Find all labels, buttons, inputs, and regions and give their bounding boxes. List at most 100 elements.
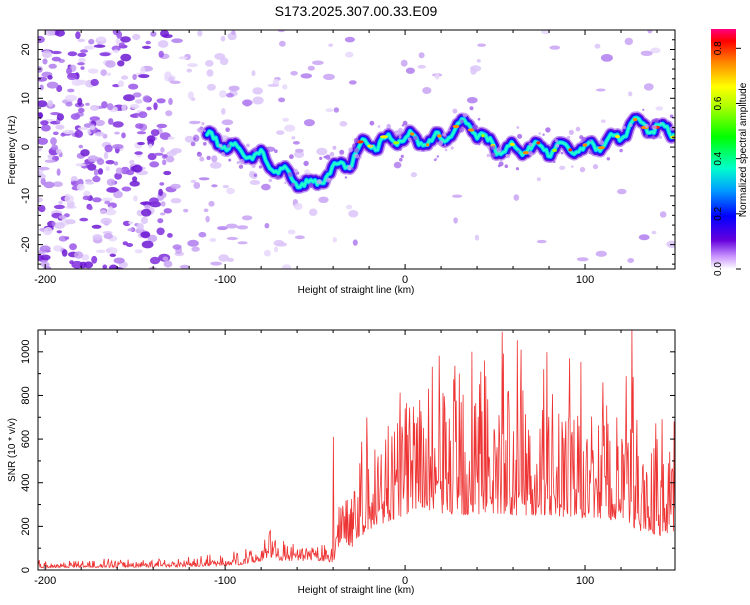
noise-blob <box>165 155 175 163</box>
noise-blob <box>48 63 57 69</box>
signal-speckle <box>458 127 464 133</box>
noise-blob <box>105 247 118 255</box>
noise-blob <box>88 38 95 45</box>
noise-blob <box>228 85 240 92</box>
noise-blob <box>172 244 182 250</box>
noise-blob <box>38 100 48 108</box>
noise-blob <box>103 151 109 160</box>
noise-blob <box>129 180 140 187</box>
noise-blob <box>339 121 348 127</box>
noise-blob <box>167 136 175 140</box>
noise-blob <box>179 264 190 269</box>
signal-speckle <box>197 127 204 133</box>
noise-blob <box>41 50 52 59</box>
signal-speckle <box>659 121 662 124</box>
noise-blob <box>171 38 184 43</box>
noise-blob <box>318 196 329 203</box>
signal-speckle <box>542 133 545 136</box>
noise-blob <box>91 224 102 229</box>
noise-blob <box>76 183 85 191</box>
noise-blob <box>55 124 65 130</box>
noise-blob <box>600 54 613 62</box>
noise-blob <box>83 261 94 269</box>
y-tick-label: -10 <box>20 188 32 204</box>
signal-speckle <box>444 144 447 147</box>
signal-speckle <box>197 120 201 124</box>
signal-speckle <box>316 179 322 185</box>
noise-blob <box>46 81 59 89</box>
noise-blob <box>183 208 189 213</box>
signal-speckle <box>201 122 205 126</box>
noise-blob <box>279 40 286 47</box>
noise-blob <box>120 53 132 62</box>
noise-blob <box>650 47 661 54</box>
signal-speckle <box>434 157 438 161</box>
noise-blob <box>474 234 480 241</box>
noise-blob <box>138 111 148 119</box>
signal-hotspot <box>393 141 400 145</box>
signal-hotspot <box>452 124 460 129</box>
signal-speckle <box>399 158 403 162</box>
x-tick-label: 100 <box>576 274 594 286</box>
noise-blob <box>112 121 124 128</box>
noise-blob <box>208 200 215 207</box>
noise-blob <box>91 255 98 264</box>
signal-speckle <box>399 148 402 151</box>
noise-blob <box>307 65 315 71</box>
signal-speckle <box>258 165 262 169</box>
signal-speckle <box>647 124 651 127</box>
spectrogram-frame <box>37 29 676 270</box>
noise-blob <box>88 205 93 211</box>
noise-blob <box>43 227 53 235</box>
noise-blob <box>87 68 99 74</box>
noise-blob <box>80 149 90 157</box>
noise-blob <box>55 30 65 37</box>
signal-speckle <box>202 141 207 146</box>
signal-speckle <box>344 176 348 179</box>
noise-blob <box>99 52 111 57</box>
noise-blob <box>167 233 173 238</box>
noise-blob <box>58 215 67 220</box>
noise-blob <box>114 131 120 135</box>
noise-blob <box>117 80 125 88</box>
noise-blob <box>162 159 167 166</box>
signal-speckle <box>275 175 281 180</box>
noise-blob <box>80 66 85 70</box>
noise-blob <box>466 97 478 104</box>
noise-blob <box>139 201 152 206</box>
noise-blob <box>142 95 151 103</box>
signal-speckle <box>654 118 659 123</box>
y-tick-label: 10 <box>20 92 32 104</box>
signal-speckle <box>545 127 551 133</box>
noise-blob <box>109 253 117 257</box>
noise-blob <box>170 198 182 204</box>
signal-speckle <box>407 137 412 141</box>
noise-blob <box>45 30 56 36</box>
noise-blob <box>345 51 354 58</box>
noise-blob <box>132 164 143 173</box>
noise-blob <box>251 70 256 77</box>
noise-blob <box>87 155 99 163</box>
noise-blob <box>242 99 253 106</box>
signal-speckle <box>444 148 448 152</box>
noise-blob <box>264 223 270 229</box>
noise-blob <box>40 120 49 126</box>
noise-blob <box>640 50 653 56</box>
x-tick-label: 0 <box>402 274 408 286</box>
y-tick-label: 20 <box>20 43 32 55</box>
signal-speckle <box>308 182 314 188</box>
noise-blob <box>150 31 157 37</box>
noise-blob <box>282 117 290 122</box>
signal-speckle <box>472 121 475 124</box>
signal-speckle <box>228 158 232 162</box>
noise-blob <box>56 113 64 121</box>
noise-blob <box>417 64 426 69</box>
noise-blob <box>163 260 173 268</box>
noise-blob <box>312 60 324 66</box>
noise-blob <box>136 223 144 231</box>
noise-blob <box>102 264 108 269</box>
signal-speckle <box>490 145 496 151</box>
noise-blob <box>38 137 49 145</box>
noise-blob <box>278 97 286 103</box>
noise-blob <box>140 66 146 75</box>
